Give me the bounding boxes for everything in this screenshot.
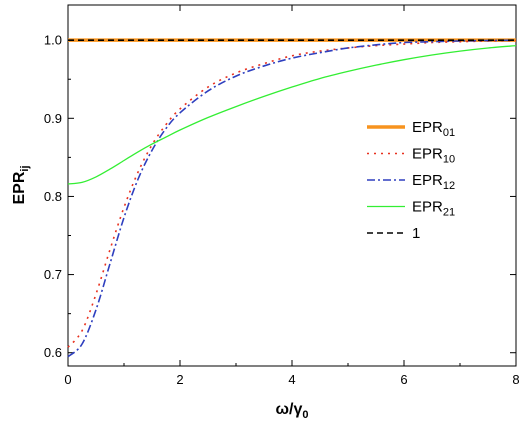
y-axis-title: EPRij (11, 165, 31, 204)
legend: EPR01 EPR10 EPR12 EPR21 1 (367, 119, 455, 242)
y-tick-label: 0.6 (44, 345, 62, 360)
legend-label: EPR10 (412, 146, 455, 166)
legend-label: EPR21 (412, 199, 455, 219)
x-tick-label: 8 (512, 372, 519, 387)
legend-label: EPR12 (412, 172, 455, 192)
series-line-12 (67, 39, 517, 358)
x-tick-label: 2 (176, 372, 183, 387)
x-tick-label: 0 (64, 372, 71, 387)
series-line-10 (67, 39, 517, 348)
tick-labels: 0 2 4 6 8 0.6 0.7 0.8 0.9 1.0 (44, 33, 520, 387)
legend-label: EPR01 (412, 119, 455, 139)
y-tick-label: 0.8 (44, 189, 62, 204)
y-tick-label: 0.9 (44, 111, 62, 126)
legend-label: 1 (412, 225, 420, 242)
series-line-21 (67, 44, 517, 185)
x-tick-label: 6 (400, 372, 407, 387)
y-tick-label: 1.0 (44, 33, 62, 48)
x-axis-title: ω/γ0 (276, 401, 309, 421)
series-layer (67, 38, 517, 358)
y-tick-label: 0.7 (44, 267, 62, 282)
x-tick-label: 4 (288, 372, 295, 387)
